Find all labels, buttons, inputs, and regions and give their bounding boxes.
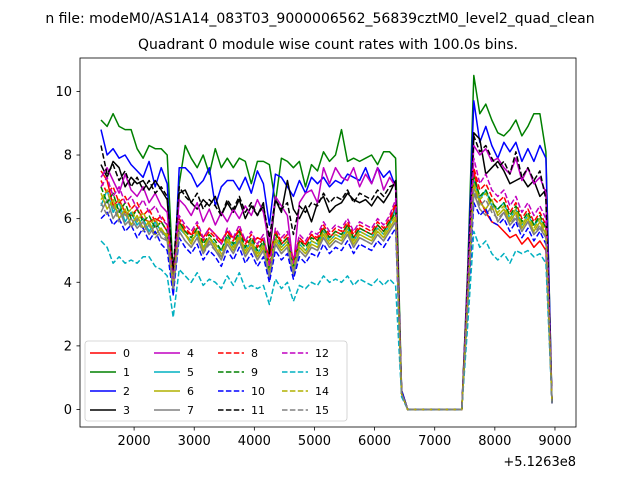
- y-tick-label: 4: [64, 276, 72, 291]
- series-line-8: [100, 166, 553, 411]
- x-tick-label: 9000: [538, 434, 571, 449]
- legend-label-4: 4: [187, 347, 194, 360]
- legend-label-15: 15: [315, 404, 329, 417]
- figure-suptitle: n file: modeM0/AS1A14_083T03_9000006562_…: [45, 11, 594, 27]
- legend-label-9: 9: [251, 366, 258, 379]
- legend-label-14: 14: [315, 385, 329, 398]
- y-tick-label: 2: [64, 339, 72, 354]
- legend-label-2: 2: [123, 385, 130, 398]
- y-tick-label: 10: [55, 85, 72, 100]
- legend-label-12: 12: [315, 347, 329, 360]
- legend-label-3: 3: [123, 404, 130, 417]
- legend-label-5: 5: [187, 366, 194, 379]
- series-line-15: [100, 189, 553, 411]
- legend-label-0: 0: [123, 347, 130, 360]
- y-tick-label: 8: [64, 149, 72, 164]
- series-line-13: [100, 230, 553, 411]
- y-tick-label: 6: [64, 212, 72, 227]
- x-tick-label: 7000: [418, 434, 451, 449]
- chart-title: Quadrant 0 module wise count rates with …: [138, 37, 518, 53]
- legend-label-10: 10: [251, 385, 265, 398]
- legend-label-11: 11: [251, 404, 265, 417]
- x-tick-label: 6000: [358, 434, 391, 449]
- x-offset-label: +5.1263e8: [503, 455, 576, 470]
- axes-frame: [79, 57, 577, 428]
- plot-area: 2000 3000 4000 5000 6000 7000 8000 9000 0 2 4 6 8 10 0…: [55, 57, 577, 449]
- legend-label-13: 13: [315, 366, 329, 379]
- x-tick-label: 5000: [298, 434, 331, 449]
- legend-label-7: 7: [187, 404, 194, 417]
- x-tick-label: 4000: [238, 434, 271, 449]
- legend-box: [84, 340, 348, 422]
- series-line-11: [100, 135, 553, 411]
- x-tick-label: 3000: [178, 434, 211, 449]
- series-group: [100, 74, 553, 411]
- legend-label-8: 8: [251, 347, 258, 360]
- x-tick-label: 8000: [478, 434, 511, 449]
- legend-label-6: 6: [187, 385, 194, 398]
- legend-label-1: 1: [123, 366, 130, 379]
- x-tick-label: 2000: [118, 434, 151, 449]
- series-line-14: [100, 182, 553, 411]
- y-tick-label: 0: [64, 403, 72, 418]
